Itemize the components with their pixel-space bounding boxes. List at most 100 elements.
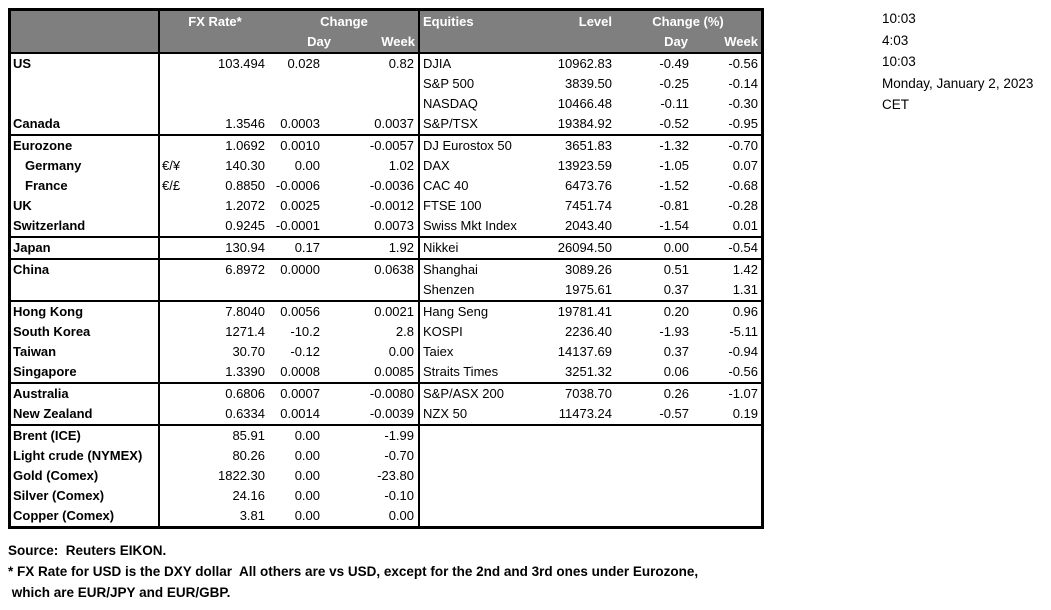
- cell-fx-change-week[interactable]: [334, 74, 420, 94]
- cell-fx-rate[interactable]: [188, 94, 270, 114]
- cell-region-label[interactable]: Japan: [11, 238, 160, 258]
- cell-equity-name[interactable]: DJ Eurostox 50: [423, 138, 512, 153]
- cell-fx-rate[interactable]: 0.9245: [225, 218, 265, 233]
- cell-fx-pair[interactable]: [160, 466, 188, 486]
- cell-equity-change-day[interactable]: 0.06: [663, 364, 689, 379]
- cell-region-label[interactable]: Canada: [11, 114, 160, 134]
- cell-equity-name[interactable]: CAC 40: [423, 178, 469, 193]
- cell-fx-pair[interactable]: [160, 114, 188, 134]
- cell-fx-rate[interactable]: 1822.30: [218, 468, 265, 483]
- cell-equity-name[interactable]: Shenzen: [423, 282, 475, 297]
- cell-equity-change-day[interactable]: -0.57: [659, 406, 689, 421]
- cell-fx-change-day[interactable]: 0.0008: [280, 364, 320, 379]
- cell-equity-change-week[interactable]: -0.56: [728, 364, 758, 379]
- cell-fx-change-day[interactable]: 0.0025: [280, 198, 320, 213]
- cell-equity-level[interactable]: 6473.76: [565, 178, 612, 193]
- header-fx-day[interactable]: Day: [307, 34, 331, 49]
- cell-equity-change-day[interactable]: 0.26: [663, 386, 689, 401]
- cell-equity-level[interactable]: [552, 506, 615, 526]
- cell-fx-pair[interactable]: [160, 506, 188, 526]
- cell-equity-change-week[interactable]: -0.94: [728, 344, 758, 359]
- header-eq-week[interactable]: Week: [724, 34, 758, 49]
- cell-region-label[interactable]: China: [11, 260, 160, 280]
- cell-fx-pair[interactable]: €/£: [162, 178, 181, 193]
- cell-fx-change-week[interactable]: 0.0021: [334, 302, 420, 322]
- cell-region-label[interactable]: Hong Kong: [11, 302, 160, 322]
- cell-equity-change-week[interactable]: -0.56: [728, 56, 758, 71]
- cell-fx-change-week[interactable]: 0.0638: [334, 260, 420, 280]
- cell-equity-level[interactable]: 26094.50: [557, 240, 612, 255]
- cell-fx-change-day[interactable]: -0.0001: [275, 218, 320, 233]
- cell-equity-change-week[interactable]: [691, 506, 761, 526]
- cell-equity-change-week[interactable]: -0.95: [728, 116, 758, 131]
- cell-equity-change-day[interactable]: 0.51: [663, 262, 689, 277]
- cell-region-label[interactable]: Germany: [11, 156, 160, 176]
- cell-fx-change-day[interactable]: [270, 94, 334, 114]
- cell-region-label[interactable]: US: [11, 54, 160, 74]
- cell-equity-name[interactable]: Straits Times: [423, 364, 499, 379]
- cell-fx-rate[interactable]: 24.16: [232, 488, 265, 503]
- cell-equity-level[interactable]: [552, 486, 615, 506]
- cell-equity-name[interactable]: Nikkei: [423, 240, 459, 255]
- cell-fx-rate[interactable]: 6.8972: [225, 262, 265, 277]
- cell-fx-rate[interactable]: 1.0692: [225, 138, 265, 153]
- header-fx-change[interactable]: Change: [270, 11, 420, 32]
- cell-equity-change-day[interactable]: 0.37: [663, 282, 689, 297]
- cell-fx-change-week[interactable]: -23.80: [334, 466, 420, 486]
- cell-equity-level[interactable]: [552, 466, 615, 486]
- cell-equity-change-day[interactable]: [615, 506, 691, 526]
- cell-region-label[interactable]: Taiwan: [11, 342, 160, 362]
- cell-fx-change-day[interactable]: [270, 280, 334, 300]
- cell-fx-rate[interactable]: [188, 74, 270, 94]
- cell-equity-level[interactable]: 3839.50: [565, 76, 612, 91]
- cell-fx-pair[interactable]: [160, 486, 188, 506]
- cell-equity-name[interactable]: NZX 50: [423, 406, 468, 421]
- cell-region-label[interactable]: Switzerland: [11, 216, 160, 236]
- cell-equity-change-week[interactable]: 1.42: [732, 262, 758, 277]
- cell-fx-rate[interactable]: [188, 280, 270, 300]
- cell-fx-change-week[interactable]: 0.0085: [334, 362, 420, 382]
- cell-equity-level[interactable]: 13923.59: [557, 158, 612, 173]
- cell-equity-change-day[interactable]: -1.52: [659, 178, 689, 193]
- cell-fx-pair[interactable]: [160, 74, 188, 94]
- cell-equity-name[interactable]: DJIA: [423, 56, 452, 71]
- cell-equity-change-week[interactable]: 1.31: [732, 282, 758, 297]
- cell-fx-change-day[interactable]: 0.028: [287, 56, 320, 71]
- cell-equity-name[interactable]: DAX: [423, 158, 450, 173]
- cell-fx-change-week[interactable]: 0.82: [334, 54, 420, 74]
- cell-equity-level[interactable]: 19781.41: [557, 304, 612, 319]
- cell-equity-change-week[interactable]: -0.14: [728, 76, 758, 91]
- cell-fx-rate[interactable]: 85.91: [232, 428, 265, 443]
- cell-equity-name[interactable]: S&P/ASX 200: [423, 386, 504, 401]
- cell-equity-change-day[interactable]: -1.54: [659, 218, 689, 233]
- cell-equity-name[interactable]: Shanghai: [423, 262, 478, 277]
- cell-fx-change-week[interactable]: [334, 280, 420, 300]
- cell-fx-change-week[interactable]: -0.0057: [334, 136, 420, 156]
- cell-fx-change-day[interactable]: 0.00: [294, 158, 320, 173]
- cell-equity-change-week[interactable]: -1.07: [728, 386, 758, 401]
- cell-fx-change-week[interactable]: -0.70: [334, 446, 420, 466]
- cell-equity-change-day[interactable]: -0.49: [659, 56, 689, 71]
- cell-equity-change-week[interactable]: [691, 446, 761, 466]
- cell-equity-change-week[interactable]: 0.96: [732, 304, 758, 319]
- cell-equity-name[interactable]: NASDAQ: [423, 96, 478, 111]
- cell-fx-change-week[interactable]: 2.8: [334, 322, 420, 342]
- header-equities[interactable]: Equities: [423, 14, 474, 29]
- cell-equity-change-week[interactable]: -0.30: [728, 96, 758, 111]
- cell-equity-change-day[interactable]: -1.05: [659, 158, 689, 173]
- cell-equity-change-day[interactable]: [615, 446, 691, 466]
- cell-region-label[interactable]: France: [11, 176, 160, 196]
- cell-fx-change-week[interactable]: 1.02: [334, 156, 420, 176]
- cell-equity-change-day[interactable]: -1.93: [659, 324, 689, 339]
- cell-equity-level[interactable]: 3089.26: [565, 262, 612, 277]
- cell-fx-pair[interactable]: [160, 260, 188, 280]
- header-eq-change-pct[interactable]: Change (%): [652, 14, 724, 29]
- cell-fx-change-week[interactable]: 0.00: [334, 342, 420, 362]
- header-eq-day[interactable]: Day: [664, 34, 688, 49]
- header-level[interactable]: Level: [578, 14, 612, 29]
- cell-fx-rate[interactable]: 0.6334: [225, 406, 265, 421]
- cell-equity-level[interactable]: 7451.74: [565, 198, 612, 213]
- cell-fx-change-day[interactable]: 0.00: [294, 488, 320, 503]
- cell-fx-change-day[interactable]: 0.00: [294, 468, 320, 483]
- cell-region-label[interactable]: Gold (Comex): [11, 466, 160, 486]
